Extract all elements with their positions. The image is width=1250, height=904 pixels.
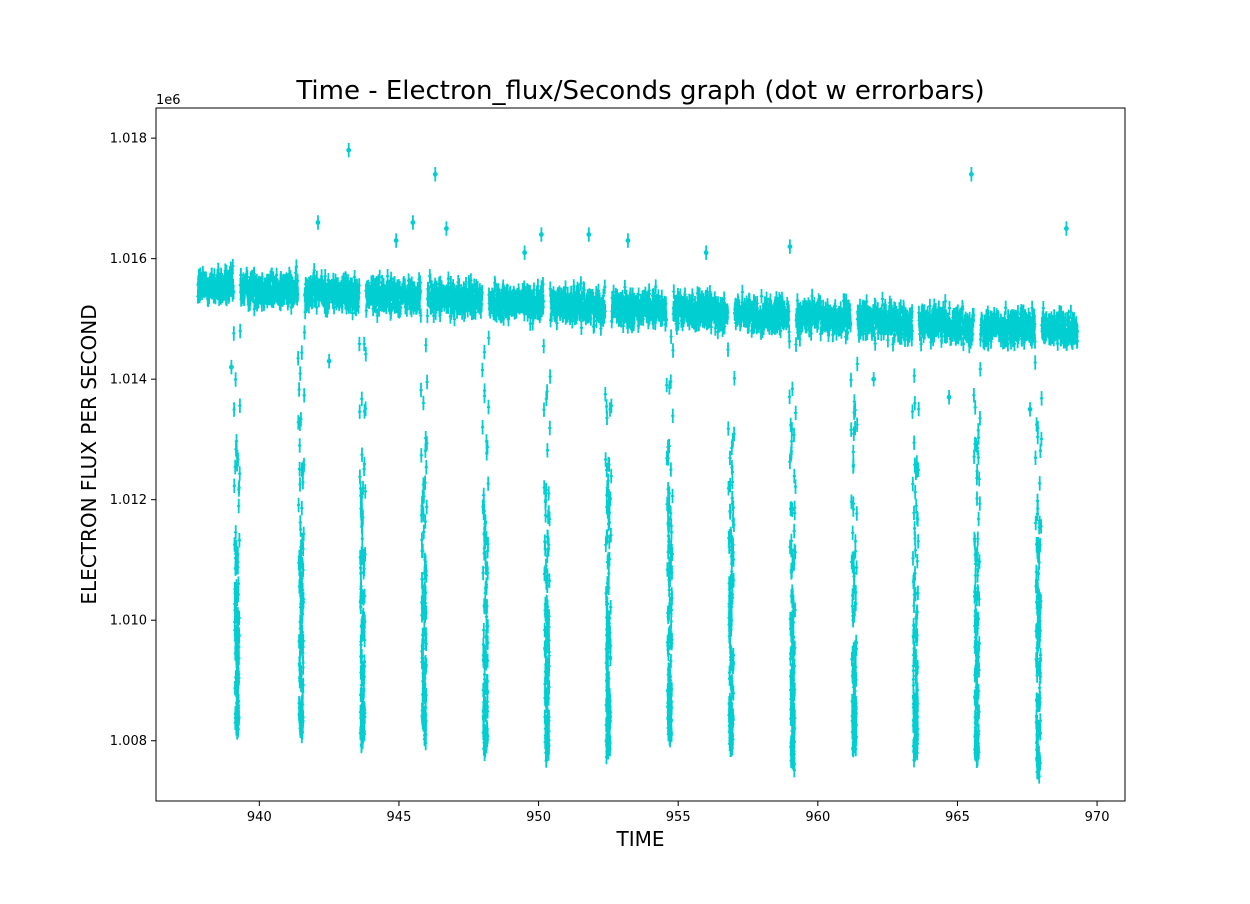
outlier-point (1027, 406, 1033, 412)
outlier-point (410, 220, 416, 225)
x-tick-label: 970 (1085, 810, 1110, 825)
x-tick-label: 940 (247, 810, 272, 825)
x-axis-ticks: 940 945 950 955 960 965 970 (247, 801, 1110, 825)
outlier-point (326, 358, 332, 364)
y-axis-label: ELECTRON FLUX PER SECOND (77, 304, 101, 604)
y-tick-label: 1.008 (110, 734, 147, 749)
outlier-point (703, 250, 709, 256)
plot-frame (155, 107, 1126, 802)
outlier-point (625, 238, 631, 243)
outlier-point (522, 250, 528, 256)
outlier-point (946, 394, 952, 400)
outlier-point (538, 232, 544, 237)
outlier-point (969, 171, 974, 177)
outlier-point (586, 232, 592, 237)
y-axis-offset-label: 1e6 (156, 93, 181, 108)
outlier-point (444, 226, 449, 231)
outlier-point (393, 238, 399, 243)
x-tick-label: 965 (945, 810, 970, 825)
outlier-point (346, 147, 352, 153)
y-tick-label: 1.016 (110, 252, 147, 267)
outlier-point (315, 220, 321, 225)
x-tick-label: 955 (666, 810, 691, 825)
y-tick-label: 1.018 (110, 132, 147, 147)
x-axis-label: TIME (615, 827, 664, 851)
outlier-point (432, 171, 438, 177)
x-tick-label: 960 (805, 810, 830, 825)
outlier-point (228, 364, 234, 370)
x-tick-label: 950 (526, 810, 551, 825)
outlier-point (787, 244, 793, 250)
x-tick-label: 945 (387, 810, 412, 825)
outlier-point (1063, 226, 1069, 231)
y-axis-ticks: 1.008 1.010 1.012 1.014 1.016 1.018 (110, 132, 156, 749)
data-layer (196, 142, 1080, 784)
y-tick-label: 1.012 (110, 493, 147, 508)
y-tick-label: 1.014 (110, 373, 147, 388)
outlier-point (871, 376, 877, 382)
data-points-with-errorbars (196, 258, 1080, 784)
y-tick-label: 1.010 (110, 614, 147, 629)
chart-title: Time - Electron_flux/Seconds graph (dot … (295, 76, 984, 106)
